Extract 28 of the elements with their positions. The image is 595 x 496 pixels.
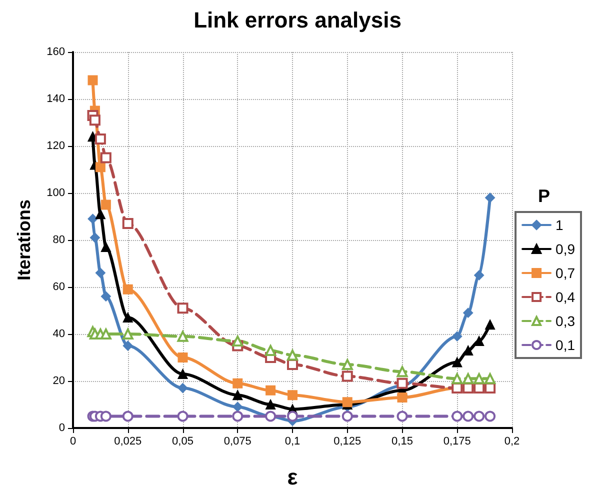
x-tick-label: 0,175 — [443, 436, 471, 448]
y-tick-label: 40 — [52, 328, 65, 340]
x-tick-label: 0 — [70, 436, 76, 448]
x-tick-label: 0,15 — [392, 436, 413, 448]
chart-title: Link errors analysis — [194, 8, 402, 32]
legend-label: 0,9 — [556, 241, 576, 257]
legend-label: 0,3 — [556, 313, 576, 329]
legend-label: 1 — [556, 217, 564, 233]
x-tick-label: 0,2 — [504, 436, 520, 448]
y-tick-label: 80 — [52, 234, 65, 246]
legend-label: 0,7 — [556, 265, 576, 281]
x-tick-label: 0,05 — [172, 436, 194, 448]
x-tick-label: 0,125 — [334, 436, 362, 448]
legend-title: P — [538, 186, 550, 206]
x-tick-label: 0,075 — [224, 436, 252, 448]
x-axis-title: ε — [287, 464, 298, 490]
y-tick-label: 160 — [46, 46, 65, 58]
y-tick-label: 0 — [58, 422, 65, 434]
legend-label: 0,4 — [556, 289, 576, 305]
y-tick-label: 20 — [52, 375, 65, 387]
x-tick-label: 0,025 — [114, 436, 142, 448]
y-axis-title: Iterations — [14, 199, 34, 281]
y-tick-label: 60 — [52, 281, 65, 293]
y-tick-label: 140 — [46, 93, 65, 105]
legend-label: 0,1 — [556, 337, 576, 353]
x-tick-label: 0,1 — [284, 436, 300, 448]
y-tick-label: 120 — [46, 140, 65, 152]
y-tick-label: 100 — [46, 187, 65, 199]
